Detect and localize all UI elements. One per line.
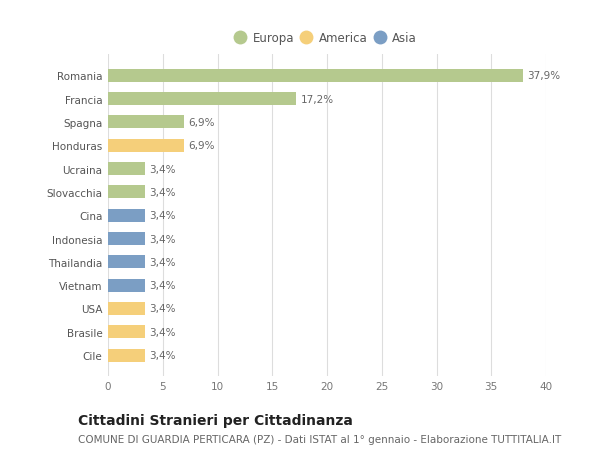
Text: 6,9%: 6,9% xyxy=(188,118,214,128)
Text: 3,4%: 3,4% xyxy=(149,257,176,267)
Bar xyxy=(108,279,145,292)
Text: 3,4%: 3,4% xyxy=(149,187,176,197)
Text: 3,4%: 3,4% xyxy=(149,327,176,337)
Text: 37,9%: 37,9% xyxy=(527,71,560,81)
Bar xyxy=(108,186,145,199)
Text: Cittadini Stranieri per Cittadinanza: Cittadini Stranieri per Cittadinanza xyxy=(78,413,353,427)
Text: 3,4%: 3,4% xyxy=(149,211,176,221)
Bar xyxy=(108,70,523,83)
Bar xyxy=(108,326,145,338)
Text: 17,2%: 17,2% xyxy=(301,95,334,104)
Bar xyxy=(108,302,145,315)
Legend: Europa, America, Asia: Europa, America, Asia xyxy=(233,29,421,49)
Bar xyxy=(108,116,184,129)
Bar xyxy=(108,93,296,106)
Text: 3,4%: 3,4% xyxy=(149,280,176,291)
Bar xyxy=(108,163,145,176)
Text: 3,4%: 3,4% xyxy=(149,234,176,244)
Text: COMUNE DI GUARDIA PERTICARA (PZ) - Dati ISTAT al 1° gennaio - Elaborazione TUTTI: COMUNE DI GUARDIA PERTICARA (PZ) - Dati … xyxy=(78,434,561,444)
Text: 3,4%: 3,4% xyxy=(149,350,176,360)
Text: 3,4%: 3,4% xyxy=(149,164,176,174)
Text: 3,4%: 3,4% xyxy=(149,304,176,314)
Bar xyxy=(108,140,184,152)
Bar xyxy=(108,256,145,269)
Bar xyxy=(108,349,145,362)
Bar xyxy=(108,209,145,222)
Text: 6,9%: 6,9% xyxy=(188,141,214,151)
Bar xyxy=(108,233,145,246)
